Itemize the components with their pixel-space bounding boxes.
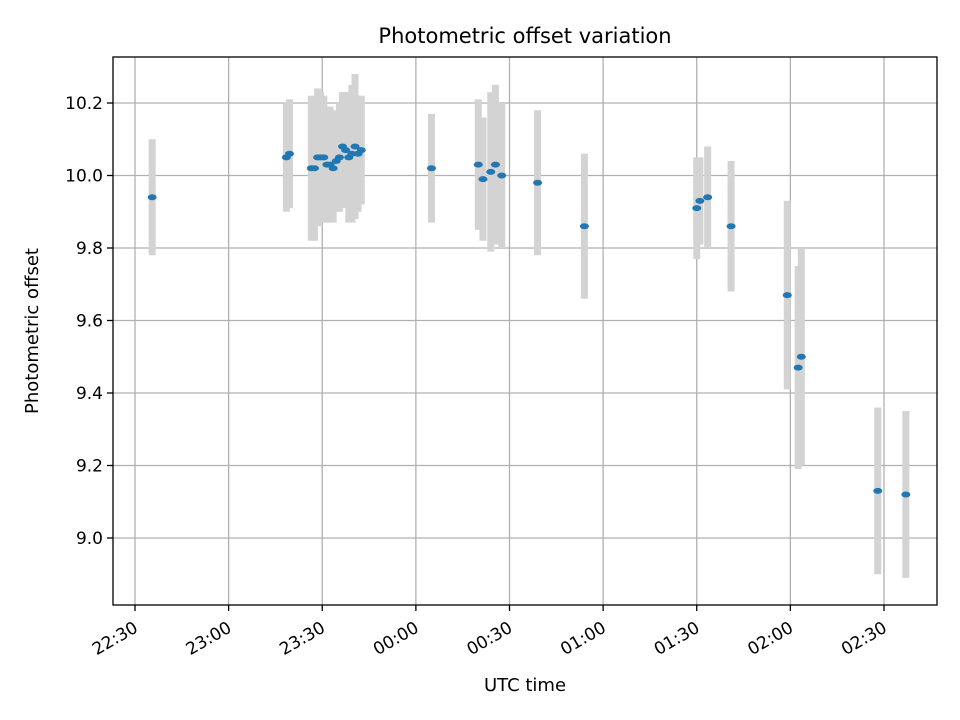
data-points <box>147 143 911 498</box>
data-point <box>426 165 436 172</box>
data-point <box>341 147 351 154</box>
x-axis-label: UTC time <box>484 675 566 696</box>
y-tick-label: 10.0 <box>65 167 103 187</box>
data-point <box>350 143 360 150</box>
chart-title: Photometric offset variation <box>378 24 671 48</box>
data-point <box>901 491 911 498</box>
data-point <box>703 194 713 201</box>
data-point <box>319 154 329 161</box>
data-point <box>793 364 803 371</box>
data-point <box>328 165 338 172</box>
data-point <box>782 292 792 299</box>
data-point <box>334 154 344 161</box>
data-point <box>579 223 589 230</box>
data-point <box>692 205 702 212</box>
data-point <box>497 172 507 179</box>
data-point <box>478 176 488 183</box>
data-point <box>726 223 736 230</box>
data-point <box>873 487 883 494</box>
y-tick-label: 9.4 <box>76 384 103 404</box>
data-point <box>147 194 157 201</box>
y-tick-label: 9.8 <box>76 239 103 259</box>
y-tick-label: 10.2 <box>65 94 103 114</box>
data-point <box>309 165 319 172</box>
data-point <box>284 150 294 157</box>
plot-frame <box>112 56 938 606</box>
y-tick-label: 9.2 <box>76 457 103 477</box>
data-point <box>796 353 806 360</box>
data-point <box>490 161 500 168</box>
data-point <box>486 168 496 175</box>
y-axis-label: Photometric offset <box>22 248 43 414</box>
data-point <box>347 150 357 157</box>
data-point <box>533 179 543 186</box>
data-point <box>695 197 705 204</box>
y-tick-label: 9.6 <box>76 312 103 332</box>
y-axis-ticks: 9.0 9.2 9.4 9.6 9.8 10.0 10.2 <box>65 94 113 549</box>
data-point <box>473 161 483 168</box>
y-tick-label: 9.0 <box>76 529 103 549</box>
data-point <box>356 147 366 154</box>
